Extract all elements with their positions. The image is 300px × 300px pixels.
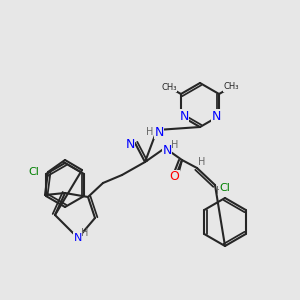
Text: Cl: Cl <box>220 183 230 193</box>
Text: N: N <box>154 125 164 139</box>
Text: Cl: Cl <box>28 167 39 177</box>
Text: O: O <box>169 170 179 184</box>
Text: H: H <box>198 157 206 167</box>
Text: N: N <box>212 110 221 122</box>
Text: H: H <box>171 140 179 150</box>
Text: H: H <box>81 228 89 238</box>
Text: H: H <box>146 127 154 137</box>
Text: CH₃: CH₃ <box>161 82 177 91</box>
Text: N: N <box>162 145 172 158</box>
Text: N: N <box>74 233 82 243</box>
Text: N: N <box>125 139 135 152</box>
Text: H: H <box>216 186 224 196</box>
Text: CH₃: CH₃ <box>224 82 239 91</box>
Text: N: N <box>179 110 189 122</box>
